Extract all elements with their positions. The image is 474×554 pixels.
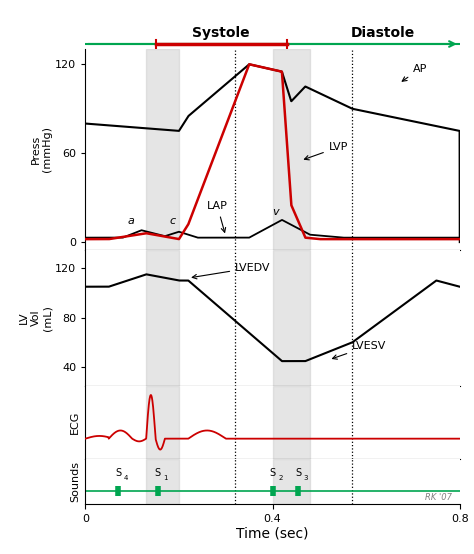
Bar <box>273 49 310 249</box>
Bar <box>146 459 179 504</box>
Text: c: c <box>170 216 176 227</box>
Text: LAP: LAP <box>207 202 228 232</box>
Text: 6: 6 <box>348 58 356 68</box>
Text: 7: 7 <box>419 58 426 68</box>
Text: LVEDV: LVEDV <box>192 263 271 279</box>
Text: Systole: Systole <box>192 26 250 40</box>
Bar <box>146 249 179 386</box>
Text: v: v <box>273 207 279 217</box>
Bar <box>273 386 310 459</box>
Text: AP: AP <box>402 64 428 81</box>
Text: 5: 5 <box>283 58 290 68</box>
Y-axis label: LV
Vol
(mL): LV Vol (mL) <box>19 305 53 331</box>
Text: S: S <box>295 468 301 478</box>
Text: 3: 3 <box>185 58 192 68</box>
Text: LVP: LVP <box>304 142 348 160</box>
Bar <box>273 249 310 386</box>
Text: S: S <box>270 468 275 478</box>
Text: 4: 4 <box>231 58 239 68</box>
Bar <box>146 386 179 459</box>
Text: RK '07: RK '07 <box>425 493 452 502</box>
Text: Diastole: Diastole <box>350 26 415 40</box>
Text: 2: 2 <box>278 475 283 481</box>
Y-axis label: Press
(mmHg): Press (mmHg) <box>31 126 53 172</box>
Text: S: S <box>155 468 161 478</box>
Text: S: S <box>115 468 121 478</box>
X-axis label: Time (sec): Time (sec) <box>237 527 309 541</box>
Text: 1: 1 <box>164 475 168 481</box>
Text: 1: 1 <box>105 58 112 68</box>
Y-axis label: Sounds: Sounds <box>70 461 80 502</box>
Y-axis label: ECG: ECG <box>70 411 80 434</box>
Text: 4: 4 <box>124 475 128 481</box>
Bar <box>273 459 310 504</box>
Text: 3: 3 <box>304 475 309 481</box>
Text: 2: 2 <box>152 58 159 68</box>
Bar <box>146 49 179 249</box>
Text: LVESV: LVESV <box>333 341 386 359</box>
Text: a: a <box>128 216 134 227</box>
